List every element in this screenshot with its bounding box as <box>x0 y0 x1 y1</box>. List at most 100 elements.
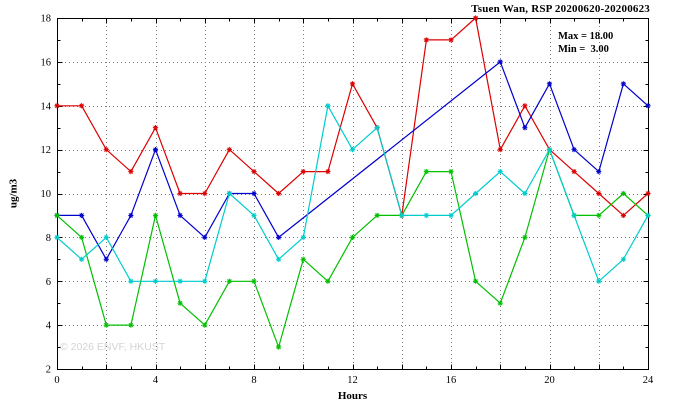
data-point-marker <box>596 169 602 174</box>
data-point-marker <box>103 147 109 152</box>
series-cyan <box>54 103 651 284</box>
data-point-marker <box>350 81 355 87</box>
data-point-marker <box>227 147 232 152</box>
x-tick-label: 0 <box>54 375 59 386</box>
data-point-marker <box>227 278 232 284</box>
x-tick-label: 12 <box>347 375 358 386</box>
data-point-marker <box>522 191 528 196</box>
x-tick-label: 24 <box>643 375 654 386</box>
data-point-marker <box>177 191 183 196</box>
data-point-marker <box>153 125 158 130</box>
data-point-marker <box>374 213 380 218</box>
series-line <box>56 105 649 282</box>
x-tick-label: 16 <box>446 375 457 386</box>
data-point-marker <box>547 81 552 87</box>
data-point-marker <box>596 191 602 196</box>
y-tick-label: 4 <box>46 321 52 332</box>
data-point-marker <box>522 103 528 109</box>
y-tick-label: 12 <box>41 145 52 156</box>
data-point-marker <box>621 81 626 87</box>
data-point-marker <box>276 344 281 350</box>
data-point-marker <box>448 213 454 218</box>
chart-title: Tsuen Wan, RSP 20200620-20200623 <box>471 3 650 15</box>
data-point-marker <box>325 103 331 109</box>
data-point-marker <box>424 213 429 218</box>
data-point-marker <box>202 235 208 240</box>
data-point-marker <box>399 213 405 218</box>
data-point-marker <box>202 278 208 284</box>
y-axis-tick-labels: 2 4 6 8 10 12 14 16 18 <box>41 14 52 376</box>
data-point-marker <box>300 169 306 174</box>
data-point-marker <box>424 37 429 43</box>
data-point-marker <box>448 37 454 43</box>
x-tick-label: 8 <box>251 375 256 386</box>
data-point-marker <box>424 169 429 174</box>
y-tick-label: 14 <box>41 101 52 112</box>
series-markers <box>54 147 651 350</box>
data-point-marker <box>79 213 84 218</box>
series-markers <box>54 103 651 284</box>
y-tick-label: 8 <box>46 233 51 244</box>
watermark: © 2026 ENVF, HKUST <box>60 341 166 353</box>
data-point-marker <box>621 257 626 262</box>
data-point-marker <box>251 169 257 174</box>
max-min-annotation: Max = 18.00 Min = 3.00 <box>558 30 613 56</box>
min-value-label: Min = 3.00 <box>558 44 609 55</box>
data-point-marker <box>153 213 158 218</box>
data-point-marker <box>621 191 626 196</box>
data-point-marker <box>300 235 306 240</box>
data-point-marker <box>497 147 503 152</box>
data-point-marker <box>522 235 528 240</box>
data-point-marker <box>350 147 355 152</box>
data-point-marker <box>276 191 281 196</box>
data-point-marker <box>128 278 134 284</box>
data-point-marker <box>202 322 208 328</box>
data-point-marker <box>497 300 503 306</box>
data-point-marker <box>325 278 331 284</box>
data-point-marker <box>128 322 134 328</box>
data-point-marker <box>473 15 478 21</box>
data-point-marker <box>473 278 478 284</box>
y-tick-label: 6 <box>46 277 51 288</box>
data-point-marker <box>79 257 84 262</box>
x-axis-label: Hours <box>337 390 368 402</box>
data-point-marker <box>276 257 281 262</box>
data-point-marker <box>54 213 60 218</box>
data-point-marker <box>54 235 60 240</box>
data-point-marker <box>645 213 651 218</box>
data-point-marker <box>79 235 84 240</box>
data-point-marker <box>300 257 306 262</box>
data-point-marker <box>79 103 84 109</box>
data-point-marker <box>621 213 626 218</box>
data-point-marker <box>497 169 503 174</box>
data-point-marker <box>128 213 134 218</box>
data-point-marker <box>571 169 577 174</box>
data-point-marker <box>54 103 60 109</box>
data-point-marker <box>153 278 158 284</box>
data-point-marker <box>350 235 355 240</box>
data-point-marker <box>153 147 158 152</box>
data-point-marker <box>645 191 651 196</box>
series-line <box>57 61 649 260</box>
data-point-marker <box>596 278 602 284</box>
data-point-marker <box>276 235 281 240</box>
data-point-marker <box>645 103 651 109</box>
data-point-marker <box>251 213 257 218</box>
data-point-marker <box>571 147 577 152</box>
data-point-marker <box>374 125 380 130</box>
data-point-marker <box>497 59 503 65</box>
data-point-marker <box>596 213 602 218</box>
y-tick-label: 16 <box>41 57 52 68</box>
data-point-marker <box>103 235 109 240</box>
series-green <box>54 147 651 350</box>
data-point-marker <box>202 191 208 196</box>
data-point-marker <box>448 169 454 174</box>
x-tick-label: 4 <box>153 375 159 386</box>
data-point-marker <box>547 147 552 152</box>
grid-lines <box>57 18 648 369</box>
data-point-marker <box>128 169 134 174</box>
data-point-marker <box>177 300 183 306</box>
y-axis-label: ug/m3 <box>7 178 20 209</box>
max-value-label: Max = 18.00 <box>558 31 614 42</box>
